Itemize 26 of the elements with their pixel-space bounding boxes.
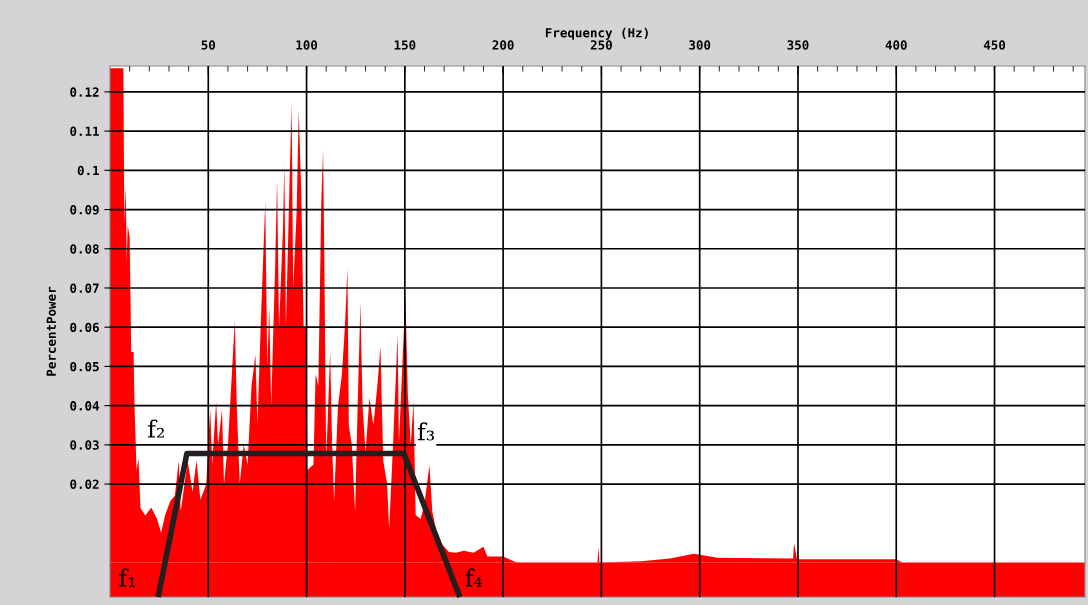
x-tick-label: 250 bbox=[590, 40, 612, 50]
y-tick-label: 0.08 bbox=[70, 244, 99, 254]
y-tick-label: 0.04 bbox=[70, 401, 100, 411]
annotation: f₁ bbox=[119, 568, 135, 587]
x-tick-label: 450 bbox=[983, 40, 1006, 50]
y-tick-label: 0.05 bbox=[70, 361, 99, 372]
x-tick-label: 300 bbox=[689, 40, 711, 50]
y-tick-label: 0.1 bbox=[77, 165, 99, 176]
x-axis-title: Frequency (Hz) bbox=[545, 27, 648, 40]
y-tick-label: 0.06 bbox=[70, 322, 99, 333]
y-axis-title: PercentPower bbox=[46, 286, 56, 376]
x-tick-label: 50 bbox=[201, 40, 216, 50]
annotation: f₃ bbox=[417, 422, 434, 441]
x-tick-label: 200 bbox=[492, 40, 514, 50]
y-tick-label: 0.12 bbox=[70, 87, 99, 97]
x-tick-label: 350 bbox=[787, 40, 809, 50]
annotation: f₂ bbox=[148, 419, 164, 438]
x-tick-label: 100 bbox=[296, 40, 318, 50]
y-tick-label: 0.11 bbox=[70, 126, 99, 137]
annotation: f₄ bbox=[465, 568, 483, 587]
y-tick-label: 0.03 bbox=[70, 440, 99, 450]
x-tick-label: 150 bbox=[394, 40, 416, 50]
y-tick-label: 0.02 bbox=[70, 479, 99, 489]
y-tick-label: 0.09 bbox=[70, 205, 99, 215]
x-tick-label: 400 bbox=[885, 40, 907, 50]
y-tick-label: 0.07 bbox=[70, 283, 99, 293]
